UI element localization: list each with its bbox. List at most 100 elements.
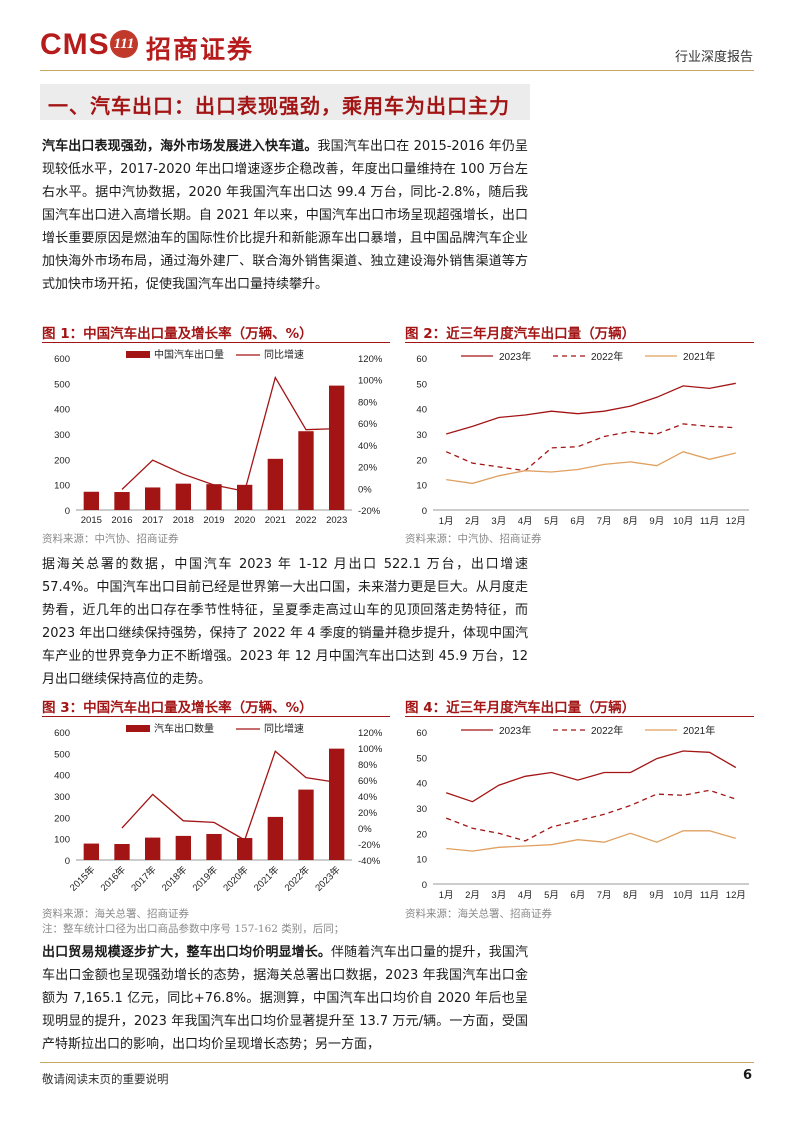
paragraph-1-lead: 汽车出口表现强劲，海外市场发展进入快车道。 [42,139,318,154]
x-tick-label: 9月 [649,890,664,901]
x-tick-label: 11月 [700,890,719,901]
y-tick-label: 0 [65,506,70,517]
x-tick-label: 11月 [700,516,719,527]
x-tick-label: 12月 [726,890,746,901]
paragraph-3-lead: 出口贸易规模逐步扩大，整车出口均价明显增长。 [42,945,332,960]
series-line-2021年 [446,830,736,852]
bar [206,833,222,860]
x-tick-label: 9月 [649,516,664,527]
y-tick-label: 400 [54,405,70,416]
footer-divider [40,1062,754,1063]
x-tick-label: 2021 [265,515,286,526]
x-tick-label: 2020 [234,515,255,526]
figure-3-title-rule [42,716,390,717]
x-tick-label: 2019 [203,515,224,526]
x-tick-label: 2017年 [129,863,160,894]
legend-label-2023年: 2023年 [499,724,531,737]
y-tick-label: 10 [416,855,427,866]
x-tick-label: 2021年 [251,863,282,894]
y-tick-label: 60 [416,354,427,365]
x-tick-label: 5月 [544,890,559,901]
y2-tick-label: 60% [358,776,378,787]
bar [145,487,161,510]
brand-logo-cn: 招商证券 [146,35,255,64]
x-tick-label: 2016 [111,515,132,526]
figure-2-title: 图 2：近三年月度汽车出口量（万辆） [405,326,636,342]
y-tick-label: 400 [54,771,70,782]
figure-4-chart: 0 10 20 30 40 50 60 2023年 2022年 2021年 1月 2月 3月 4月 5月 6月… [416,724,749,901]
page-number: 6 [742,1068,752,1083]
figure-4-title-rule [405,716,754,717]
y-tick-label: 500 [54,379,70,390]
y-tick-label: 20 [416,455,427,466]
y-tick-label: 100 [54,481,70,492]
figure-1-title: 图 1：中国汽车出口量及增长率（万辆、%） [42,326,313,342]
y-tick-label: 30 [416,804,427,815]
y2-tick-label: 80% [358,397,378,408]
y2-tick-label: 100% [358,376,383,387]
x-tick-label: 5月 [544,516,559,527]
bar [267,458,283,510]
figure-1-title-rule [42,342,390,343]
figure-1-chart: 0 100 200 300 400 500 600 -20% 0% 20% 40% 60% 80% 100… [54,348,383,526]
x-tick-label: 1月 [439,890,454,901]
legend-label-line: 同比增速 [264,722,304,735]
x-tick-label: 2019年 [190,863,221,894]
legend-label-line: 同比增速 [264,348,304,361]
figure-3-source: 资料来源：海关总署、招商证券 [42,908,189,920]
x-tick-label: 4月 [518,516,533,527]
y-tick-label: 600 [54,728,70,739]
bar [114,844,130,860]
section-title: 一、汽车出口：出口表现强劲，乘用车为出口主力 [48,94,510,118]
y-tick-label: 0 [422,880,427,891]
footer-disclaimer-link[interactable]: 敬请阅读末页的重要说明 [42,1072,169,1086]
x-tick-label: 2018 [173,515,194,526]
paragraph-2: 据海关总署的数据，中国汽车 2023 年 1-12 月出口 522.1 万台，出… [42,553,528,691]
x-tick-label: 10月 [673,890,693,901]
x-tick-label: 8月 [623,516,638,527]
x-tick-label: 2月 [465,890,480,901]
figure-2-title-rule [405,342,754,343]
y-tick-label: 500 [54,749,70,760]
paragraph-1: 汽车出口表现强劲，海外市场发展进入快车道。我国汽车出口在 2015-2016 年… [42,135,528,296]
y-tick-label: 40 [416,405,427,416]
bar [175,835,191,860]
x-tick-label: 6月 [570,890,585,901]
paragraph-2-body: 据海关总署的数据，中国汽车 2023 年 1-12 月出口 522.1 万台，出… [42,557,528,687]
y2-tick-label: 0% [358,824,372,835]
x-tick-label: 6月 [570,516,585,527]
series-line-2023年 [445,750,737,803]
y2-tick-label: -20% [358,840,381,851]
paragraph-1-body: 我国汽车出口在 2015-2016 年仍呈现较低水平，2017-2020 年出口… [42,139,528,292]
x-tick-label: 3月 [491,890,506,901]
y2-tick-label: 120% [358,728,383,739]
x-tick-label: 7月 [597,516,612,527]
x-tick-label: 2018年 [159,863,190,894]
brand-logo-text: CMS [40,28,110,61]
y-tick-label: 60 [416,728,427,739]
brand-logo-badge: 111 [110,30,138,58]
figure-2-source: 资料来源：中汽协、招商证券 [405,533,542,545]
x-tick-label: 2023年 [313,863,344,894]
x-tick-label: 1月 [439,516,454,527]
legend-swatch-bar [126,351,150,358]
bar [329,748,345,860]
y-tick-label: 30 [416,430,427,441]
series-line-2022年 [445,423,736,472]
y2-tick-label: 120% [358,354,383,365]
y2-tick-label: 20% [358,463,378,474]
x-tick-label: 2023 [326,515,347,526]
y-tick-label: 40 [416,779,427,790]
y-tick-label: 100 [54,835,70,846]
x-tick-label: 2017 [142,515,163,526]
x-tick-label: 8月 [623,890,638,901]
y-tick-label: 300 [54,430,70,441]
bar [114,492,130,510]
legend-label-bar: 中国汽车出口量 [154,348,224,361]
bar [206,484,222,510]
x-tick-label: 2016年 [98,863,129,894]
x-tick-label: 2022年 [282,863,313,894]
y2-tick-label: 80% [358,760,378,771]
y2-tick-label: 0% [358,484,372,495]
y-tick-label: 10 [416,481,427,492]
